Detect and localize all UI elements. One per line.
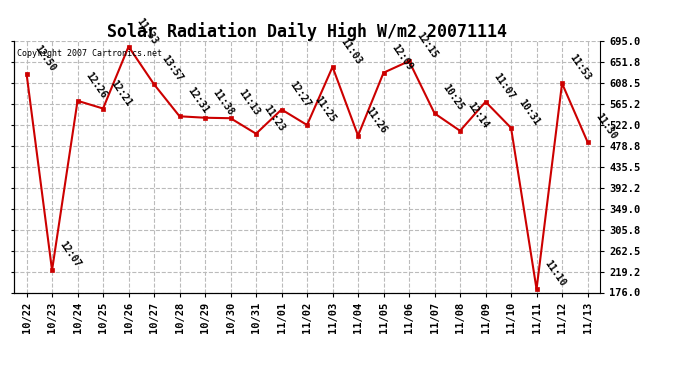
Text: 11:13: 11:13 <box>236 88 261 117</box>
Text: 11:23: 11:23 <box>262 103 286 133</box>
Text: 11:07: 11:07 <box>491 71 516 101</box>
Text: 10:25: 10:25 <box>440 83 465 112</box>
Text: 11:33: 11:33 <box>134 16 159 46</box>
Text: 11:53: 11:53 <box>568 53 593 82</box>
Text: 12:09: 12:09 <box>389 42 414 72</box>
Text: 12:26: 12:26 <box>83 70 108 100</box>
Text: 12:21: 12:21 <box>108 78 134 108</box>
Text: 10:31: 10:31 <box>517 98 542 127</box>
Text: 12:50: 12:50 <box>32 43 57 73</box>
Text: 13:57: 13:57 <box>159 54 185 84</box>
Text: 12:31: 12:31 <box>185 86 210 116</box>
Text: 11:26: 11:26 <box>364 105 388 135</box>
Text: 12:07: 12:07 <box>57 240 83 270</box>
Title: Solar Radiation Daily High W/m2 20071114: Solar Radiation Daily High W/m2 20071114 <box>107 22 507 41</box>
Text: 11:03: 11:03 <box>338 36 363 66</box>
Text: 11:10: 11:10 <box>542 258 567 288</box>
Text: 12:27: 12:27 <box>287 79 312 109</box>
Text: 11:25: 11:25 <box>313 94 337 124</box>
Text: 12:15: 12:15 <box>415 30 440 60</box>
Text: 12:14: 12:14 <box>466 100 491 130</box>
Text: Copyright 2007 Cartronics.net: Copyright 2007 Cartronics.net <box>17 49 161 58</box>
Text: 11:30: 11:30 <box>593 111 618 141</box>
Text: 11:38: 11:38 <box>210 87 236 117</box>
